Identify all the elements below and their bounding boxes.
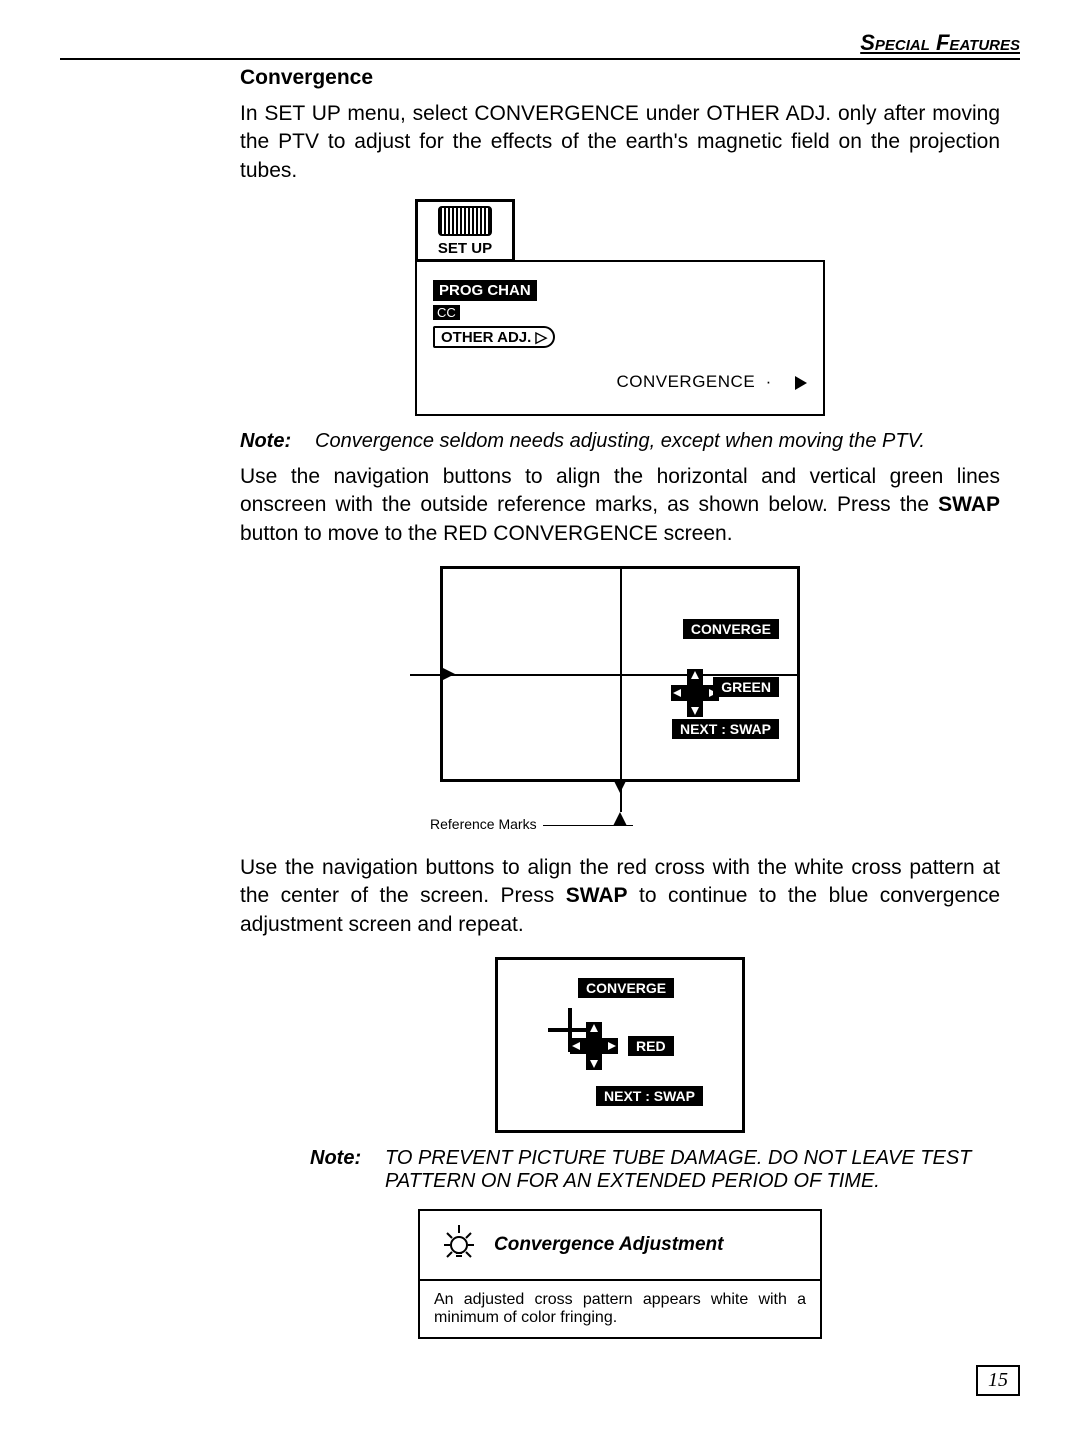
tip-body: An adjusted cross pattern appears white … [420,1281,820,1337]
dpad-icon [671,669,719,717]
remote-icon [438,206,492,236]
arrow-up-icon [613,812,627,826]
setup-tab: SET UP [415,199,515,262]
figure-green-convergence: CONVERGE GREEN NEXT : SWAP Reference Mar… [440,566,800,832]
next-swap-badge: NEXT : SWAP [672,719,779,739]
note-label: Note: [240,430,315,453]
figure-red-convergence: CONVERGE RED NEXT : SWAP [495,957,745,1133]
arrow-right-icon [441,667,455,681]
converge-badge: CONVERGE [578,978,674,998]
lightbulb-icon [434,1221,484,1269]
menu-box: PROG CHAN CC OTHER ADJ. ▷ CONVERGENCE · [415,260,825,416]
arrow-right-icon [795,376,807,390]
paragraph-2: Use the navigation buttons to align the … [240,463,1000,548]
cc-badge: CC [433,305,460,320]
paragraph-3: Use the navigation buttons to align the … [240,854,1000,939]
page-title: Convergence [240,66,1000,90]
red-badge: RED [628,1036,674,1056]
note-1: Note: Convergence seldom needs adjusting… [240,430,1000,453]
note-2: Note: TO PREVENT PICTURE TUBE DAMAGE. DO… [310,1147,1000,1193]
convergence-item: CONVERGENCE · [433,372,807,392]
other-adj-item: OTHER ADJ. ▷ [433,326,555,348]
figure-setup-menu: SET UP PROG CHAN CC OTHER ADJ. ▷ CONVERG… [415,199,825,416]
paragraph-1: In SET UP menu, select CONVERGENCE under… [240,100,1000,185]
setup-label: SET UP [422,240,508,257]
tip-title: Convergence Adjustment [494,1234,723,1256]
note-label: Note: [310,1147,385,1193]
green-badge: GREEN [713,677,779,697]
note-text: Convergence seldom needs adjusting, exce… [315,430,1000,453]
note-text: TO PREVENT PICTURE TUBE DAMAGE. DO NOT L… [385,1147,1000,1193]
tip-box: Convergence Adjustment An adjusted cross… [418,1209,822,1339]
next-swap-badge: NEXT : SWAP [596,1086,703,1106]
converge-badge: CONVERGE [683,619,779,639]
prog-chan-badge: PROG CHAN [433,280,537,301]
dpad-icon [570,1022,618,1070]
section-header: Special Features [860,30,1020,56]
page-number: 15 [976,1365,1020,1396]
